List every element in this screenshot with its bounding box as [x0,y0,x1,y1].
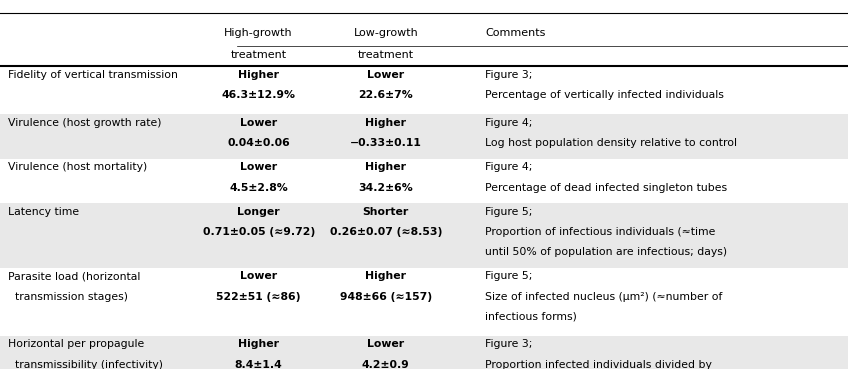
Text: Lower: Lower [240,162,277,172]
Text: Higher: Higher [365,118,406,128]
Text: Figure 4;: Figure 4; [485,162,533,172]
Text: infectious forms): infectious forms) [485,312,577,322]
Text: Log host population density relative to control: Log host population density relative to … [485,138,737,148]
Text: Higher: Higher [238,70,279,80]
Text: Lower: Lower [367,339,404,349]
Text: 4.5±2.8%: 4.5±2.8% [229,183,288,193]
Text: Fidelity of vertical transmission: Fidelity of vertical transmission [8,70,178,80]
Text: until 50% of population are infectious; days): until 50% of population are infectious; … [485,247,728,257]
Text: 0.04±0.06: 0.04±0.06 [227,138,290,148]
Text: Parasite load (horizontal: Parasite load (horizontal [8,271,141,281]
Text: Virulence (host growth rate): Virulence (host growth rate) [8,118,162,128]
Text: Higher: Higher [238,339,279,349]
Text: Percentage of vertically infected individuals: Percentage of vertically infected indivi… [485,90,724,100]
Text: 948±66 (≈157): 948±66 (≈157) [340,292,432,301]
Text: Proportion of infectious individuals (≈time: Proportion of infectious individuals (≈t… [485,227,716,237]
Text: transmission stages): transmission stages) [8,292,129,301]
Text: Horizontal per propagule: Horizontal per propagule [8,339,145,349]
Text: Size of infected nucleus (μm²) (≈number of: Size of infected nucleus (μm²) (≈number … [485,292,722,301]
Text: 4.2±0.9: 4.2±0.9 [362,360,410,369]
Text: treatment: treatment [358,50,414,60]
Text: Virulence (host mortality): Virulence (host mortality) [8,162,148,172]
Text: 0.26±0.07 (≈8.53): 0.26±0.07 (≈8.53) [330,227,442,237]
Text: Figure 5;: Figure 5; [485,207,533,217]
Text: 522±51 (≈86): 522±51 (≈86) [216,292,301,301]
Text: Figure 3;: Figure 3; [485,70,533,80]
Text: Higher: Higher [365,271,406,281]
Text: 22.6±7%: 22.6±7% [359,90,413,100]
Bar [0,114,848,159]
Text: Figure 5;: Figure 5; [485,271,533,281]
Text: 34.2±6%: 34.2±6% [359,183,413,193]
Bar [0,203,848,268]
Text: Longer: Longer [237,207,280,217]
Text: 46.3±12.9%: 46.3±12.9% [221,90,296,100]
Text: treatment: treatment [231,50,287,60]
Text: Proportion infected individuals divided by: Proportion infected individuals divided … [485,360,712,369]
Text: Lower: Lower [240,118,277,128]
Text: Lower: Lower [367,70,404,80]
Text: Lower: Lower [240,271,277,281]
Text: High-growth: High-growth [225,28,293,38]
Text: Percentage of dead infected singleton tubes: Percentage of dead infected singleton tu… [485,183,728,193]
Text: −0.33±0.11: −0.33±0.11 [350,138,421,148]
Text: Higher: Higher [365,162,406,172]
Text: Figure 3;: Figure 3; [485,339,533,349]
Text: 8.4±1.4: 8.4±1.4 [235,360,282,369]
Text: Shorter: Shorter [363,207,409,217]
Text: Comments: Comments [485,28,545,38]
Bar [0,336,848,369]
Text: transmissibility (infectivity): transmissibility (infectivity) [8,360,164,369]
Text: 0.71±0.05 (≈9.72): 0.71±0.05 (≈9.72) [203,227,315,237]
Text: Low-growth: Low-growth [354,28,418,38]
Text: Figure 4;: Figure 4; [485,118,533,128]
Text: Latency time: Latency time [8,207,80,217]
